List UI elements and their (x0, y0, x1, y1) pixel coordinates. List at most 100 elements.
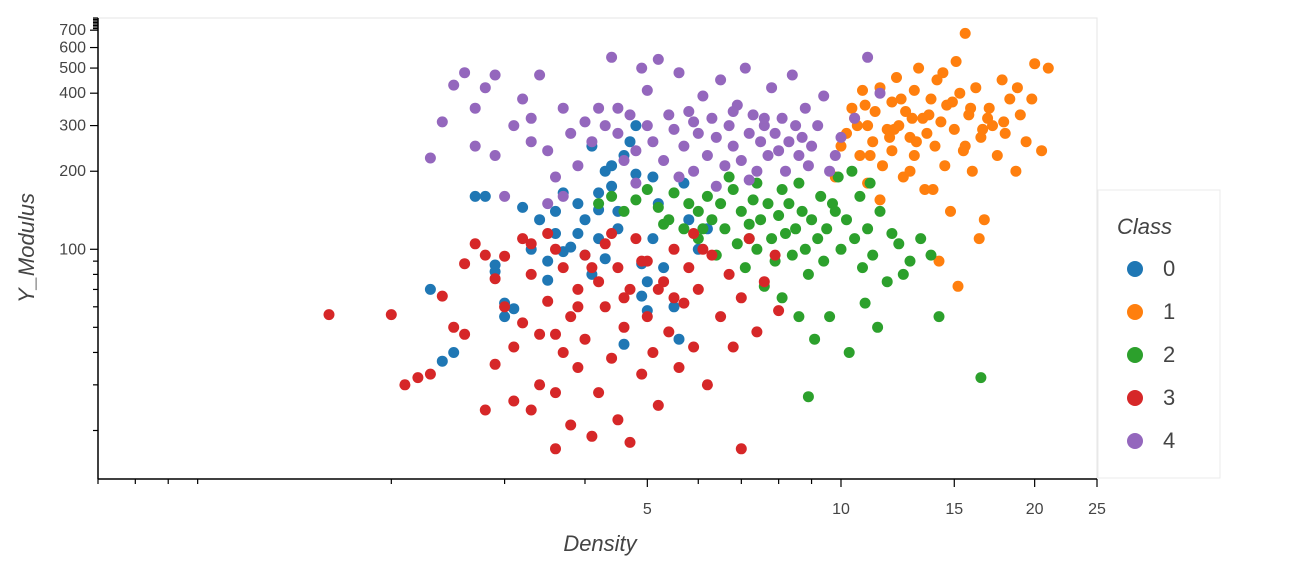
data-point-class-4 (727, 140, 739, 152)
data-point-class-0 (599, 253, 611, 265)
data-point-class-2 (818, 255, 830, 267)
data-point-class-3 (593, 387, 605, 399)
data-point-class-4 (565, 127, 577, 139)
data-point-class-4 (710, 180, 722, 192)
x-tick-label: 10 (832, 501, 850, 518)
data-point-class-1 (886, 145, 898, 157)
data-point-class-1 (1011, 82, 1023, 94)
data-point-class-4 (786, 69, 798, 81)
data-point-class-4 (469, 140, 481, 152)
data-point-class-0 (448, 347, 460, 358)
legend: Class 0 1 2 3 4 (1097, 189, 1221, 479)
data-point-class-1 (864, 150, 876, 161)
data-point-class-3 (534, 379, 546, 391)
data-point-class-1 (1020, 136, 1032, 148)
data-point-class-0 (572, 228, 584, 239)
data-point-class-4 (824, 165, 836, 177)
data-point-class-3 (436, 290, 448, 302)
data-point-class-4 (688, 165, 700, 177)
data-point-class-2 (747, 194, 759, 206)
points-layer (323, 27, 1054, 455)
data-point-class-4 (802, 160, 814, 172)
data-point-class-4 (508, 120, 520, 132)
data-point-class-2 (824, 311, 836, 323)
data-point-class-3 (550, 387, 561, 399)
data-point-class-3 (723, 268, 735, 280)
data-point-class-1 (999, 127, 1011, 139)
data-point-class-4 (793, 150, 805, 161)
data-point-class-1 (895, 93, 907, 105)
data-point-class-4 (706, 112, 718, 124)
data-point-class-3 (572, 362, 584, 373)
data-point-class-1 (950, 56, 962, 67)
data-point-class-2 (821, 223, 833, 235)
y-tick-label: 700 (59, 22, 86, 39)
data-point-class-4 (849, 112, 861, 124)
data-point-class-1 (965, 102, 977, 114)
data-point-class-4 (862, 51, 874, 63)
data-point-class-3 (688, 341, 700, 353)
data-point-class-1 (991, 150, 1003, 161)
data-point-class-1 (1004, 93, 1016, 105)
data-point-class-4 (542, 198, 554, 210)
data-point-class-4 (525, 112, 537, 124)
data-point-class-3 (557, 262, 569, 274)
data-point-class-1 (1010, 165, 1022, 177)
data-point-class-2 (723, 171, 735, 183)
data-point-class-4 (766, 82, 778, 94)
data-point-class-1 (939, 160, 951, 172)
data-point-class-3 (525, 404, 537, 416)
data-point-class-4 (550, 171, 561, 183)
data-point-class-0 (542, 274, 554, 286)
data-point-class-1 (1014, 109, 1026, 121)
data-point-class-3 (735, 292, 747, 304)
data-point-class-3 (715, 311, 727, 323)
data-point-class-0 (499, 311, 511, 323)
data-point-class-3 (706, 249, 718, 261)
data-point-class-0 (624, 136, 636, 148)
data-point-class-4 (586, 136, 598, 148)
data-point-class-1 (919, 184, 931, 195)
data-point-class-1 (929, 140, 941, 152)
data-point-class-4 (489, 69, 501, 81)
data-point-class-4 (739, 62, 751, 74)
data-point-class-3 (517, 317, 529, 329)
data-point-class-4 (534, 69, 546, 81)
data-point-class-4 (673, 67, 685, 79)
legend-box (1097, 189, 1221, 479)
data-point-class-2 (893, 238, 905, 250)
data-point-class-2 (731, 238, 743, 250)
data-point-class-4 (593, 102, 605, 114)
data-point-class-2 (706, 214, 718, 226)
data-point-class-0 (673, 333, 685, 345)
data-point-class-2 (776, 292, 788, 304)
data-point-class-3 (586, 430, 598, 442)
data-point-class-4 (652, 53, 664, 65)
data-point-class-3 (663, 326, 675, 338)
data-point-class-1 (884, 131, 896, 143)
data-point-class-4 (743, 174, 755, 186)
data-point-class-4 (723, 120, 735, 132)
data-point-class-1 (954, 87, 966, 99)
data-point-class-3 (557, 347, 569, 358)
data-point-class-2 (630, 194, 642, 206)
data-point-class-0 (436, 355, 448, 367)
data-point-class-3 (612, 414, 624, 426)
data-point-class-2 (881, 276, 893, 288)
data-point-class-2 (857, 262, 868, 274)
data-point-class-3 (542, 228, 554, 239)
data-point-class-4 (790, 120, 802, 132)
data-point-class-2 (886, 228, 898, 239)
data-point-class-2 (697, 223, 709, 235)
data-point-class-3 (550, 243, 561, 255)
data-point-class-4 (751, 165, 763, 177)
data-point-class-3 (508, 341, 520, 353)
data-point-class-1 (869, 106, 881, 117)
data-point-class-4 (499, 190, 511, 202)
data-point-class-2 (874, 205, 886, 217)
data-point-class-4 (727, 106, 739, 117)
data-point-class-3 (688, 228, 700, 239)
data-point-class-4 (630, 177, 642, 189)
data-point-class-2 (776, 184, 788, 195)
